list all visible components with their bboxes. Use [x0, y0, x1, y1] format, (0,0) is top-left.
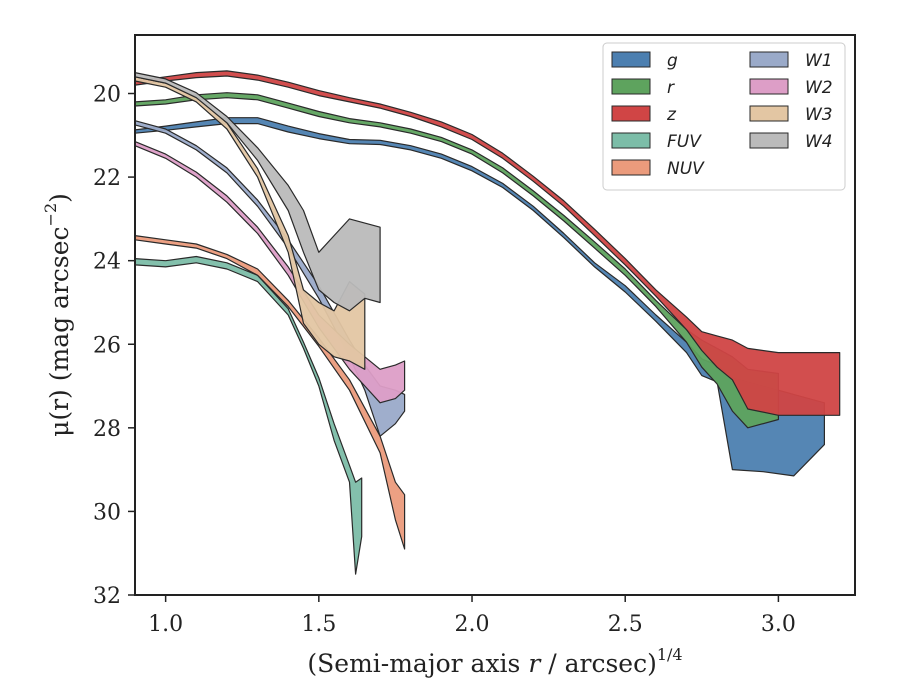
x-tick-label: 3.0 [761, 612, 796, 637]
legend: grz FUV NUV W1 W2 W3 W4 [602, 42, 846, 191]
legend-label-z: z [666, 105, 677, 125]
x-axis: 1.0 1.5 2.0 2.5 3.0 [148, 595, 796, 637]
legend-label-w1: W1 [805, 51, 833, 71]
legend-label-fuv: FUV [667, 132, 702, 152]
series-band-nuv [134, 235, 406, 550]
series-band-w1 [134, 120, 406, 437]
legend-label-r: r [667, 78, 675, 98]
series-band-w3 [134, 76, 366, 370]
y-axis: 20 22 24 26 28 30 32 [93, 83, 135, 609]
legend-swatch-nuv [611, 159, 651, 176]
y-tick-label: 20 [93, 83, 121, 108]
legend-swatch-w4 [749, 132, 789, 149]
legend-swatch-fuv [611, 132, 651, 149]
series-band-r [134, 92, 779, 429]
legend-swatch-z [611, 105, 651, 122]
series-band-w4 [134, 72, 381, 312]
x-tick-label: 1.0 [148, 612, 183, 637]
x-axis-label: (Semi-major axis r / arcsec)1/4 [307, 645, 682, 678]
series-band-z [134, 70, 841, 416]
legend-swatch-r [611, 78, 651, 95]
y-tick-label: 32 [93, 584, 121, 609]
x-tick-label: 1.5 [301, 612, 336, 637]
x-tick-label: 2.5 [608, 612, 643, 637]
legend-label-g: g [667, 51, 678, 71]
series-areas [134, 70, 841, 575]
legend-swatch-w3 [749, 105, 789, 122]
legend-swatch-g [611, 51, 651, 68]
series-band-g [134, 117, 825, 477]
legend-swatch-w2 [749, 78, 789, 95]
y-tick-label: 28 [93, 417, 121, 442]
y-tick-label: 26 [93, 333, 121, 358]
y-axis-label: μ(r) (mag arcsec−2) [41, 193, 74, 437]
y-tick-label: 30 [93, 500, 121, 525]
legend-label-nuv: NUV [667, 159, 705, 179]
y-tick-label: 24 [93, 250, 121, 275]
legend-label-w2: W2 [805, 78, 833, 98]
legend-label-w3: W3 [805, 105, 833, 125]
plot-frame [134, 34, 856, 596]
legend-label-w4: W4 [805, 132, 833, 152]
x-tick-label: 2.0 [455, 612, 490, 637]
legend-swatch-w1 [749, 51, 789, 68]
y-tick-label: 22 [93, 166, 121, 191]
